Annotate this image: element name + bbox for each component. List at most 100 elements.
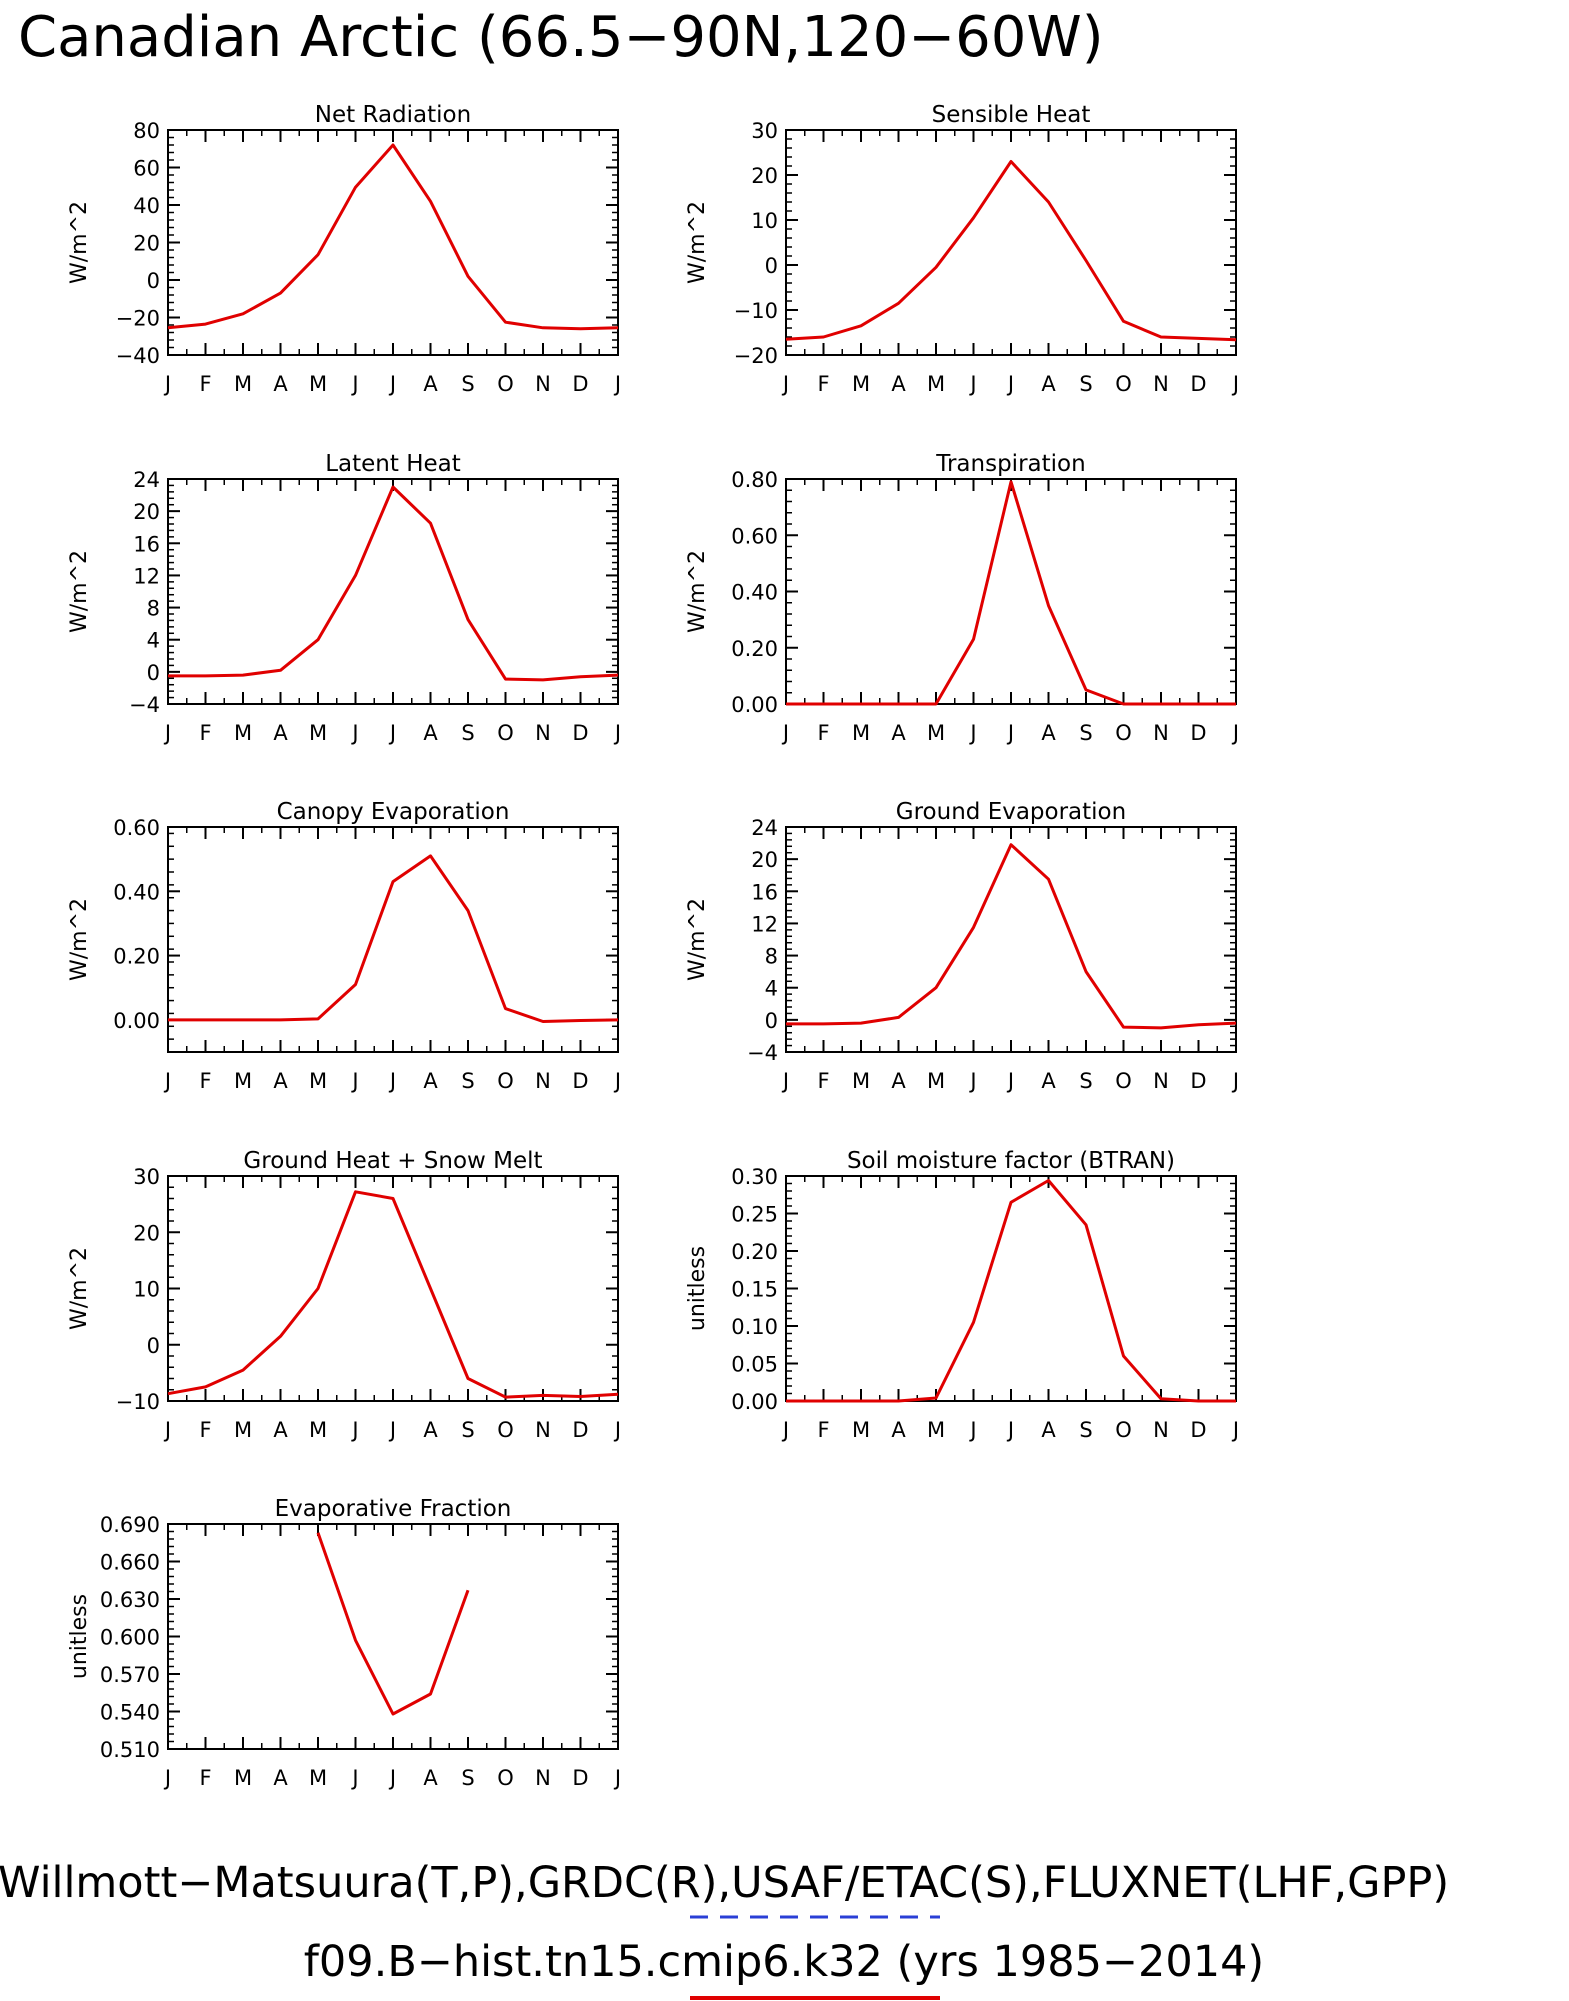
y-tick-label: 0.30	[731, 1165, 778, 1189]
panel-soil-moisture-factor-btran: Soil moisture factor (BTRAN)J F M A M J J A S O N D…	[685, 1148, 1239, 1442]
y-tick-label: 0	[147, 661, 160, 685]
y-tick-label: 16	[751, 880, 778, 904]
y-axis-label: W/m^2	[67, 201, 92, 284]
y-tick-label: 0.690	[100, 1513, 160, 1537]
y-tick-label: 60	[133, 157, 160, 181]
panel-title: Ground Heat + Snow Melt	[243, 1148, 542, 1174]
y-tick-label: 10	[751, 209, 778, 233]
x-tick-label: J	[968, 1418, 976, 1442]
x-tick-label: N	[1153, 1069, 1169, 1093]
x-tick-label: N	[535, 372, 551, 396]
x-tick-label: S	[461, 1418, 474, 1442]
x-tick-label: O	[1115, 721, 1132, 745]
plot-frame	[785, 1175, 1237, 1402]
y-tick-label: 0.20	[731, 637, 778, 661]
x-tick-label: J	[388, 721, 396, 745]
x-tick-label: O	[497, 1418, 514, 1442]
x-tick-label: A	[273, 1069, 288, 1093]
x-tick-label: N	[1153, 1418, 1169, 1442]
x-tick-label: M	[234, 1069, 252, 1093]
series-line	[168, 485, 619, 682]
y-tick-label: 0.600	[100, 1626, 160, 1650]
x-tick-label: J	[1006, 721, 1014, 745]
y-tick-label: 40	[133, 194, 160, 218]
y-tick-label: −20	[734, 344, 778, 368]
panel-title: Soil moisture factor (BTRAN)	[847, 1148, 1175, 1174]
x-tick-label: A	[423, 1766, 438, 1790]
y-tick-label: 24	[133, 468, 160, 492]
x-tick-label: M	[309, 1418, 327, 1442]
x-tick-label: A	[1041, 1418, 1056, 1442]
y-tick-label: −10	[734, 299, 778, 323]
x-tick-label: J	[613, 721, 621, 745]
y-tick-label: 4	[765, 977, 778, 1001]
x-tick-label: J	[163, 1766, 171, 1790]
figure-title: Canadian Arctic (66.5−90N,120−60W)	[18, 5, 1104, 70]
x-tick-label: J	[968, 721, 976, 745]
x-tick-label: F	[199, 1418, 211, 1442]
x-tick-label: J	[350, 1418, 358, 1442]
plot-frame	[785, 826, 1237, 1053]
x-tick-label: D	[572, 721, 588, 745]
y-tick-label: 0.05	[731, 1353, 778, 1377]
y-tick-label: 0.00	[113, 1009, 160, 1033]
x-tick-label: A	[1041, 721, 1056, 745]
x-tick-label: S	[1079, 721, 1092, 745]
panel-title: Canopy Evaporation	[277, 799, 510, 825]
x-tick-label: J	[1231, 372, 1239, 396]
x-tick-label: N	[1153, 721, 1169, 745]
x-tick-label: A	[891, 1069, 906, 1093]
y-tick-label: 0.00	[731, 1390, 778, 1414]
x-tick-label: J	[163, 1069, 171, 1093]
x-tick-label: M	[234, 721, 252, 745]
x-tick-label: F	[199, 1069, 211, 1093]
x-tick-label: O	[497, 1766, 514, 1790]
x-tick-label: A	[891, 1418, 906, 1442]
y-tick-label: 8	[147, 597, 160, 621]
x-tick-label: J	[781, 1418, 789, 1442]
x-tick-label: M	[234, 1766, 252, 1790]
x-tick-label: S	[461, 721, 474, 745]
panel-title: Net Radiation	[315, 102, 471, 128]
x-tick-label: J	[388, 1766, 396, 1790]
x-tick-label: A	[273, 372, 288, 396]
x-tick-label: F	[199, 372, 211, 396]
x-tick-label: D	[572, 1418, 588, 1442]
x-tick-label: J	[1231, 721, 1239, 745]
plot-frame	[785, 478, 1237, 705]
x-tick-label: D	[1190, 372, 1206, 396]
x-tick-label: J	[163, 372, 171, 396]
x-tick-label: D	[572, 1069, 588, 1093]
y-tick-label: 30	[751, 119, 778, 143]
series-line	[786, 843, 1237, 1030]
x-tick-label: M	[234, 372, 252, 396]
y-tick-label: 0.540	[100, 1701, 160, 1725]
x-tick-label: M	[927, 1069, 945, 1093]
y-tick-label: 20	[133, 500, 160, 524]
x-tick-label: M	[927, 1418, 945, 1442]
x-tick-label: A	[423, 372, 438, 396]
x-tick-label: N	[535, 1069, 551, 1093]
plot-frame	[167, 478, 619, 705]
x-tick-label: A	[1041, 1069, 1056, 1093]
x-tick-label: J	[968, 372, 976, 396]
x-tick-label: O	[1115, 1069, 1132, 1093]
y-tick-label: 0.40	[731, 581, 778, 605]
y-tick-label: −4	[747, 1041, 778, 1065]
x-tick-label: J	[968, 1069, 976, 1093]
x-tick-label: J	[613, 1418, 621, 1442]
x-tick-label: J	[1006, 372, 1014, 396]
x-tick-label: J	[350, 1766, 358, 1790]
x-tick-label: J	[388, 1418, 396, 1442]
y-tick-label: 0.15	[731, 1278, 778, 1302]
x-tick-label: A	[273, 721, 288, 745]
x-tick-label: N	[535, 721, 551, 745]
x-tick-label: F	[817, 1418, 829, 1442]
y-tick-label: 0.00	[731, 693, 778, 717]
x-tick-label: N	[535, 1766, 551, 1790]
